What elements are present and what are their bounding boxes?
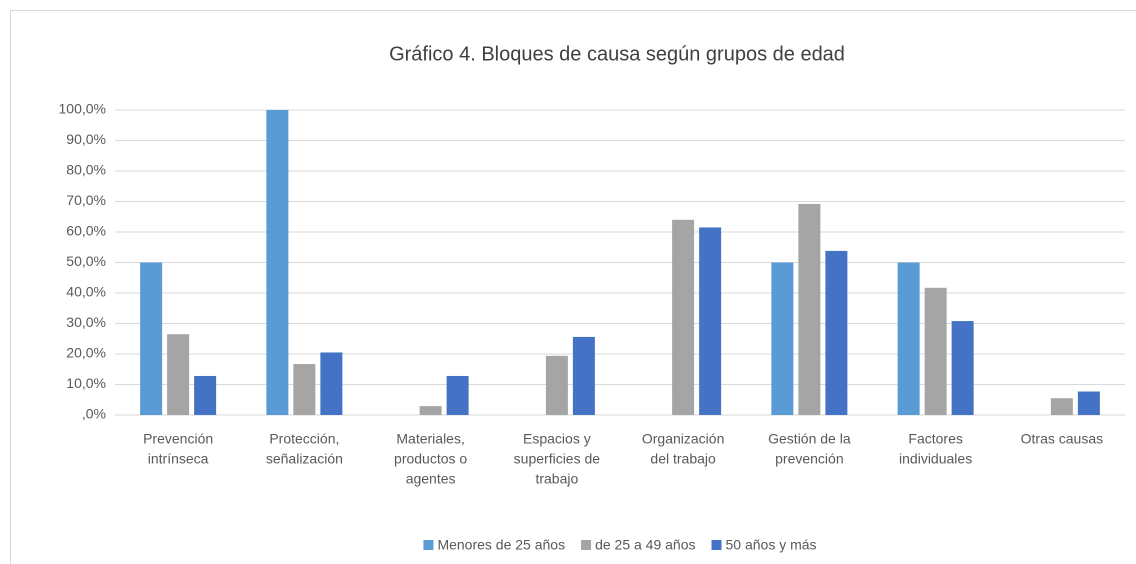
bar <box>572 336 595 415</box>
bar <box>1050 398 1073 415</box>
x-tick-label: agentes <box>406 471 456 487</box>
y-tick-label: 70,0% <box>66 192 106 208</box>
bar <box>167 334 190 415</box>
bar <box>771 262 794 415</box>
y-tick-label: 100,0% <box>59 101 106 117</box>
y-tick-label: ,0% <box>82 406 106 422</box>
x-tick-label: Otras causas <box>1021 431 1103 447</box>
bar <box>266 110 289 415</box>
legend-label: Menores de 25 años <box>437 537 565 553</box>
y-tick-label: 20,0% <box>66 345 106 361</box>
x-tick-label: Materiales, <box>396 431 464 447</box>
bar <box>140 262 163 415</box>
y-tick-label: 90,0% <box>66 131 106 147</box>
bar <box>419 406 442 415</box>
bar <box>699 227 722 415</box>
legend-swatch <box>581 540 592 550</box>
bar <box>320 352 343 415</box>
y-tick-label: 60,0% <box>66 223 106 239</box>
chart-title: Gráfico 4. Bloques de causa según grupos… <box>389 43 845 65</box>
chart-border <box>10 10 1136 564</box>
x-tick-label: prevención <box>775 451 844 467</box>
x-tick-label: trabajo <box>535 471 578 487</box>
bar <box>897 262 920 415</box>
bar <box>825 250 848 415</box>
bar <box>293 364 316 415</box>
bar <box>924 287 947 415</box>
x-tick-label: intrínseca <box>148 451 209 467</box>
legend-label: de 25 a 49 años <box>595 537 695 553</box>
x-tick-label: señalización <box>266 451 343 467</box>
x-tick-label: superficies de <box>514 451 601 467</box>
y-tick-label: 30,0% <box>66 314 106 330</box>
y-tick-label: 40,0% <box>66 284 106 300</box>
bar <box>194 375 217 415</box>
y-tick-label: 10,0% <box>66 375 106 391</box>
bar <box>798 203 821 415</box>
bar <box>545 355 568 415</box>
x-tick-label: individuales <box>899 451 972 467</box>
bar <box>1077 391 1100 415</box>
x-tick-label: Gestión de la <box>768 431 851 447</box>
x-tick-label: Factores <box>908 431 962 447</box>
legend-swatch <box>423 540 434 550</box>
x-tick-label: Protección, <box>269 431 339 447</box>
x-tick-label: Espacios y <box>523 431 591 447</box>
x-tick-label: Organización <box>642 431 725 447</box>
y-tick-label: 50,0% <box>66 253 106 269</box>
bar <box>672 219 695 415</box>
legend-label: 50 años y más <box>726 537 817 553</box>
x-tick-label: productos o <box>394 451 467 467</box>
legend-swatch <box>711 540 722 550</box>
x-tick-label: del trabajo <box>650 451 716 467</box>
bar <box>446 375 469 415</box>
bar <box>951 321 974 415</box>
y-tick-label: 80,0% <box>66 162 106 178</box>
x-tick-label: Prevención <box>143 431 213 447</box>
